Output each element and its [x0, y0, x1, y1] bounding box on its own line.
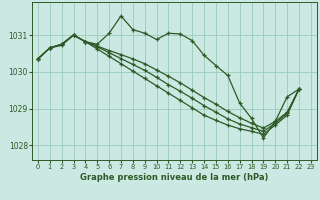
X-axis label: Graphe pression niveau de la mer (hPa): Graphe pression niveau de la mer (hPa)	[80, 173, 268, 182]
